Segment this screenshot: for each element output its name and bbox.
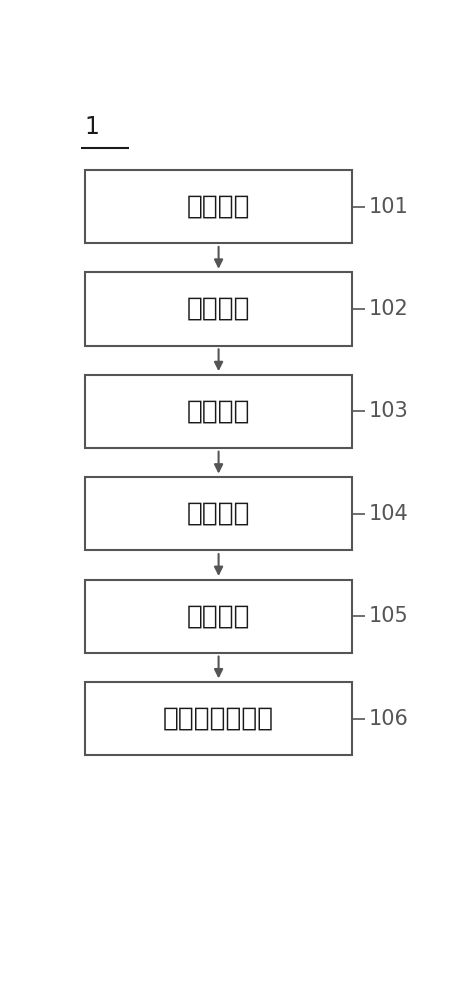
- Text: 1: 1: [85, 115, 100, 139]
- Bar: [85, 375, 352, 448]
- Text: 退火、加工处理: 退火、加工处理: [163, 706, 274, 732]
- Bar: [85, 580, 352, 653]
- Text: 原料处理: 原料处理: [187, 194, 250, 220]
- Bar: [85, 682, 352, 755]
- Bar: [85, 477, 352, 550]
- Text: 102: 102: [369, 299, 409, 319]
- Text: 104: 104: [369, 504, 409, 524]
- Text: 烧结素坏: 烧结素坏: [187, 603, 250, 629]
- Text: 103: 103: [369, 401, 409, 421]
- Bar: [85, 170, 352, 243]
- Bar: [85, 272, 352, 346]
- Text: 105: 105: [369, 606, 409, 626]
- Text: 制备浆料: 制备浆料: [187, 296, 250, 322]
- Text: 101: 101: [369, 197, 409, 217]
- Text: 制备素坏: 制备素坏: [187, 501, 250, 527]
- Text: 锻烧浆料: 锻烧浆料: [187, 398, 250, 424]
- Text: 106: 106: [369, 709, 409, 729]
